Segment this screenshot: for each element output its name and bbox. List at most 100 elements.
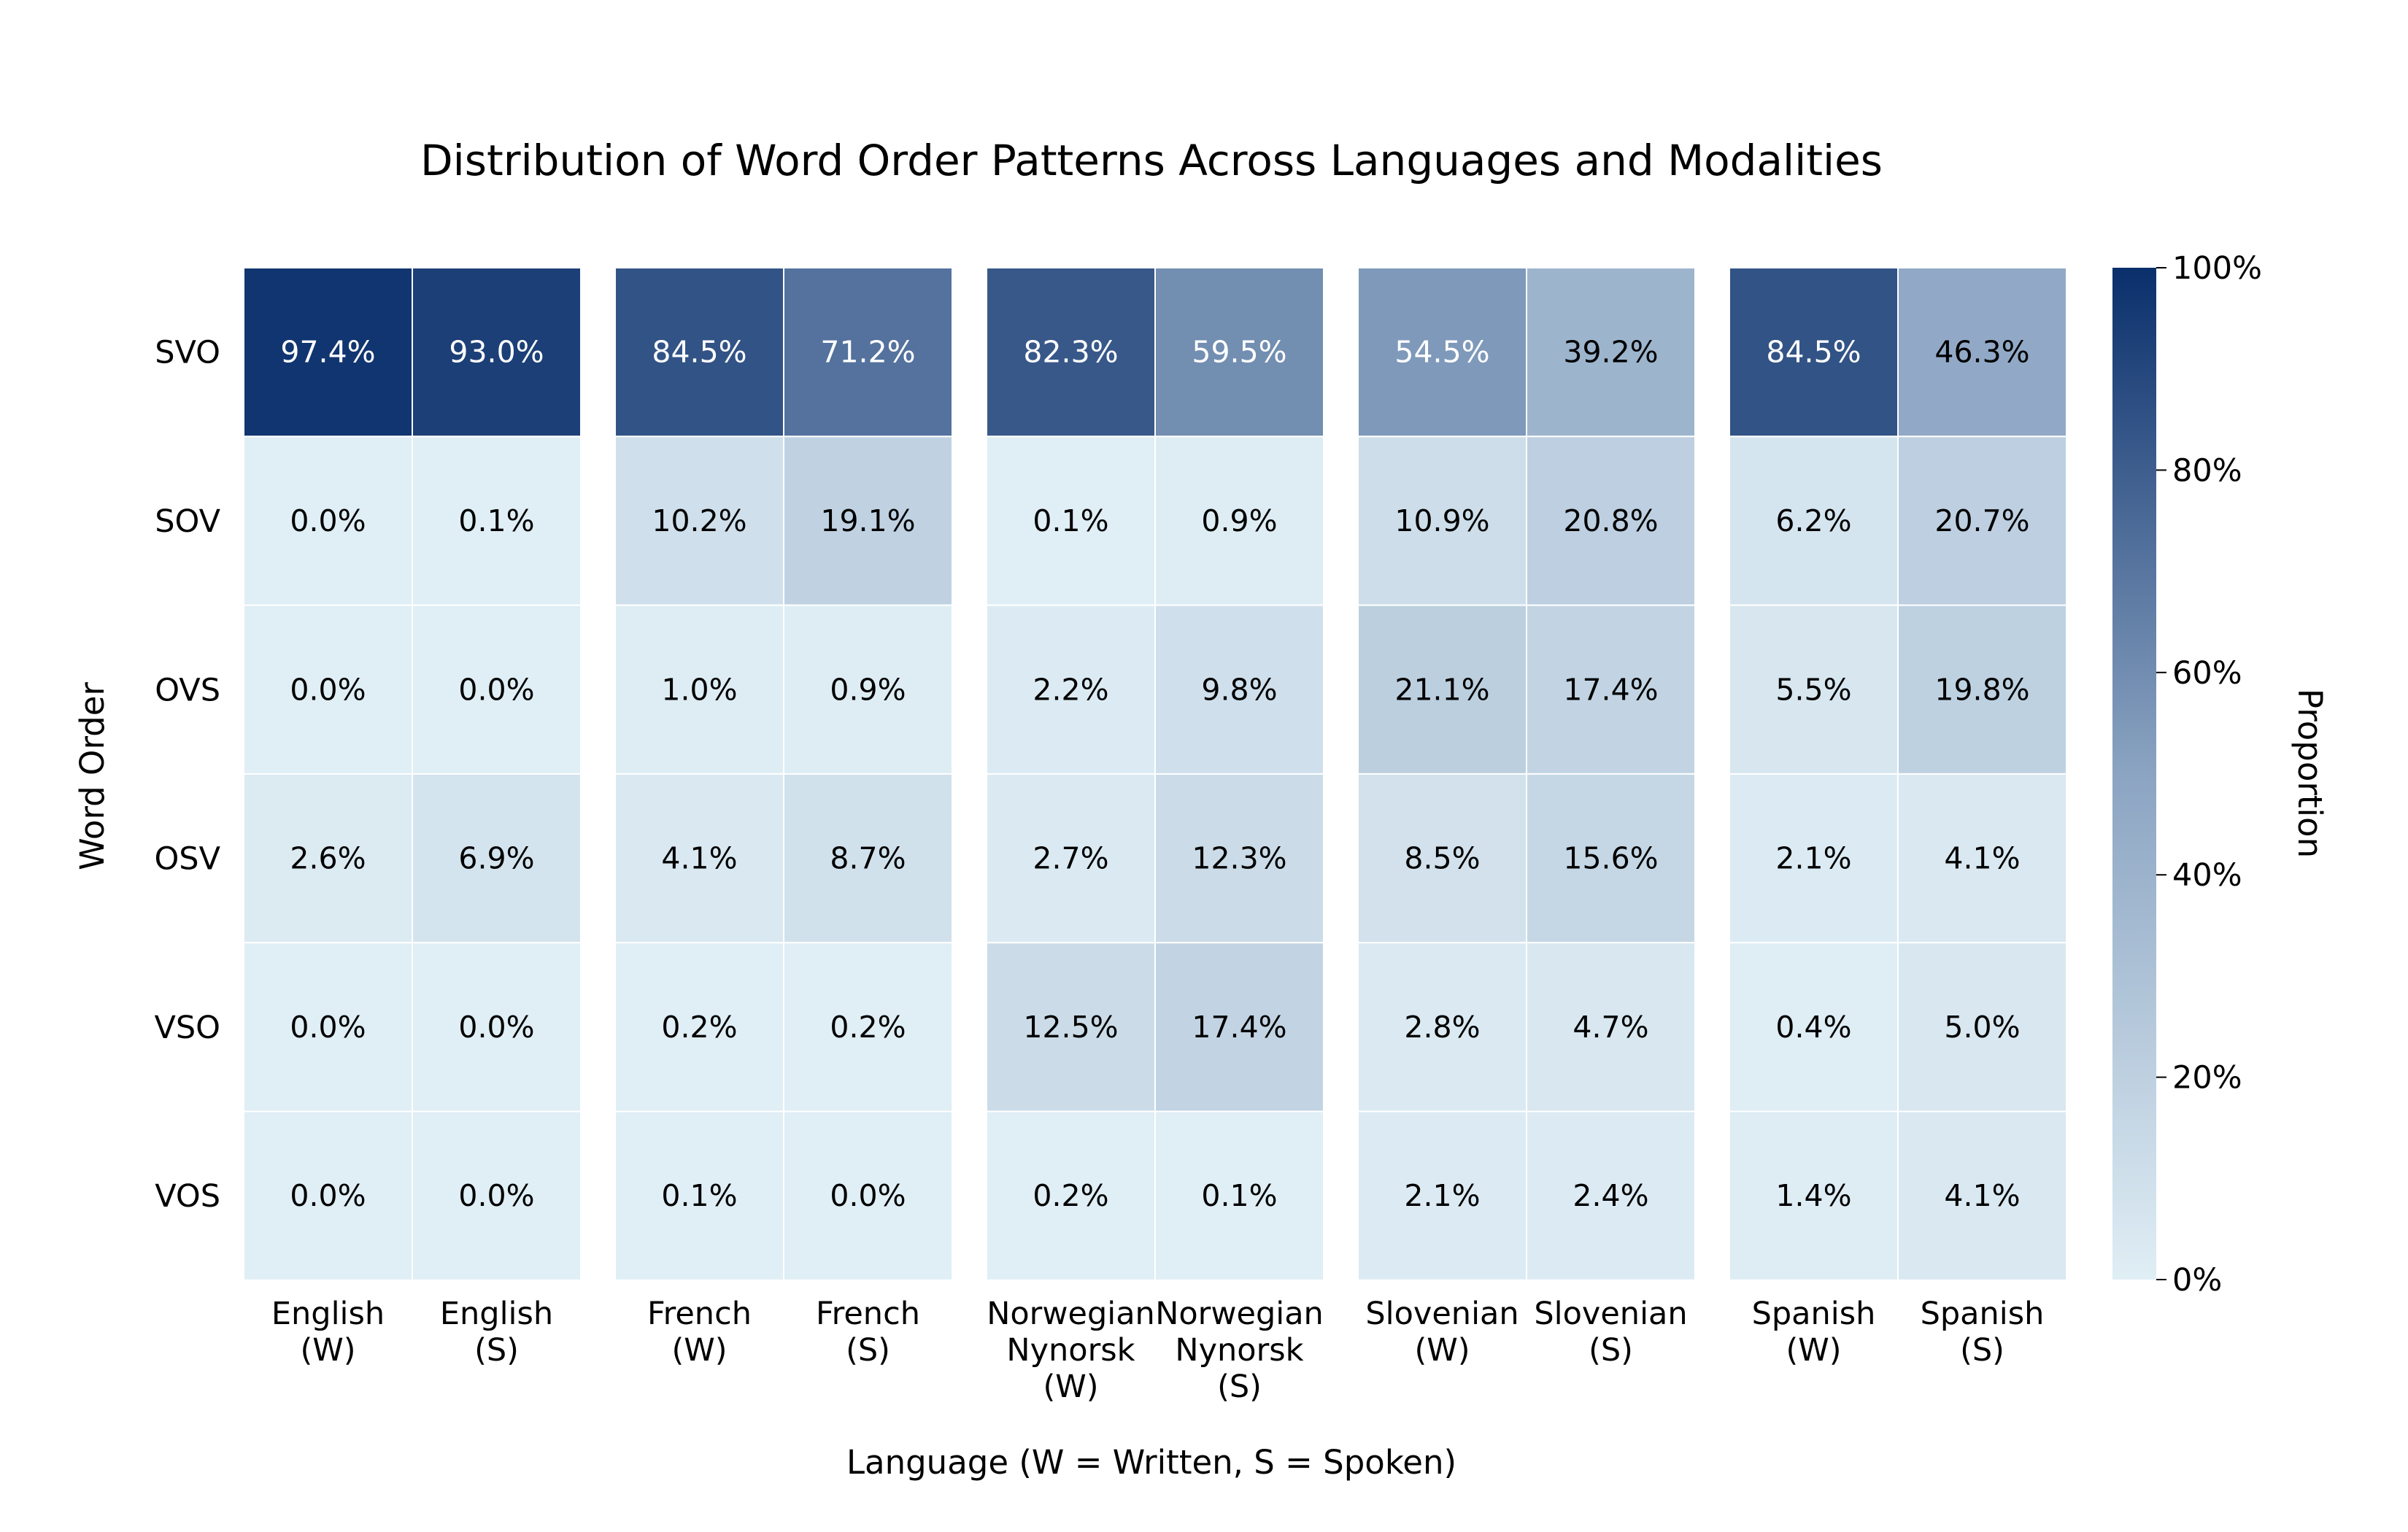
cell-value-label: 0.1% <box>1201 1178 1277 1213</box>
heatmap-cell <box>1729 267 1899 438</box>
heatmap-cell <box>1526 267 1696 438</box>
x-tick-labels: English (W) English (S) French (W) French (S) No… <box>271 1296 2045 1405</box>
cell-value-label: 1.4% <box>1775 1178 1851 1213</box>
cell-value-label: 2.7% <box>1033 841 1108 876</box>
x-tick-label: Norwegian Nynorsk (W) <box>987 1296 1155 1405</box>
cell-value-label: 10.9% <box>1394 503 1489 538</box>
cell-value-label: 1.0% <box>661 672 737 707</box>
heatmap-cell <box>243 773 413 944</box>
cell-value-label: 21.1% <box>1394 672 1489 707</box>
cell-value-label: 2.2% <box>1033 672 1108 707</box>
colorbar-tick-label: 20% <box>2172 1060 2242 1096</box>
x-tick-label: Slovenian (S) <box>1534 1296 1687 1369</box>
cell-value-label: 84.5% <box>1766 335 1861 370</box>
cell-value-label: 2.6% <box>290 841 366 876</box>
cell-value-label: 0.9% <box>1201 503 1277 538</box>
cell-value-label: 39.2% <box>1563 335 1658 370</box>
heatmap-cell <box>614 942 784 1113</box>
cell-value-label: 0.1% <box>1033 503 1108 538</box>
x-tick-label: French (S) <box>816 1296 920 1369</box>
heatmap-cell <box>1897 267 2067 438</box>
cell-value-label: 2.1% <box>1404 1178 1480 1213</box>
heatmap-cell <box>1154 942 1324 1113</box>
y-tick-label: OVS <box>155 672 220 708</box>
heatmap-cell <box>1729 604 1899 775</box>
heatmap-cell <box>243 604 413 775</box>
chart-title: Distribution of Word Order Patterns Acro… <box>420 136 1883 185</box>
heatmap-cell <box>1526 942 1696 1113</box>
heatmap-cell <box>1729 942 1899 1113</box>
heatmap-cell <box>1897 604 2067 775</box>
cell-value-label: 46.3% <box>1934 335 2029 370</box>
cell-value-label: 84.5% <box>652 335 746 370</box>
heatmap-cell <box>783 773 953 944</box>
heatmap-cell <box>1526 604 1696 775</box>
cell-value-label: 0.2% <box>661 1010 737 1045</box>
heatmap-cell <box>412 1110 582 1281</box>
cell-value-label: 0.0% <box>458 672 534 707</box>
heatmap-cell <box>986 773 1156 944</box>
heatmap-cell <box>412 773 582 944</box>
cell-value-label: 93.0% <box>449 335 544 370</box>
heatmap-cell <box>986 267 1156 438</box>
heatmap-cell <box>1526 436 1696 606</box>
heatmap-cell <box>1897 436 2067 606</box>
heatmap-cell <box>783 436 953 606</box>
cell-value-label: 20.7% <box>1934 503 2029 538</box>
heatmap-cell <box>1357 604 1527 775</box>
cell-value-label: 0.1% <box>458 503 534 538</box>
cell-value-label: 6.2% <box>1775 503 1851 538</box>
cell-value-label: 6.9% <box>458 841 534 876</box>
cell-value-label: 0.0% <box>458 1010 534 1045</box>
x-tick-label: Norwegian Nynorsk (S) <box>1155 1296 1324 1405</box>
heatmap-cell <box>1357 773 1527 944</box>
heatmap-cell <box>243 942 413 1113</box>
cell-value-label: 2.8% <box>1404 1010 1480 1045</box>
x-tick-label: English (S) <box>440 1296 553 1369</box>
cell-value-label: 0.9% <box>830 672 906 707</box>
heatmap-cell <box>1357 1110 1527 1281</box>
heatmap-cell <box>1154 267 1324 438</box>
heatmap-cell <box>986 942 1156 1113</box>
cell-value-label: 19.8% <box>1934 672 2029 707</box>
heatmap-cell <box>1729 436 1899 606</box>
cell-value-label: 0.0% <box>290 1178 366 1213</box>
heatmap-cell <box>986 604 1156 775</box>
cell-value-label: 9.8% <box>1201 672 1277 707</box>
heatmap-cell <box>614 604 784 775</box>
cell-value-label: 8.7% <box>830 841 906 876</box>
heatmap-cell <box>243 436 413 606</box>
colorbar <box>2112 268 2156 1280</box>
y-tick-label: SOV <box>155 503 220 540</box>
cell-value-label: 5.0% <box>1944 1010 2020 1045</box>
heatmap-cell <box>614 773 784 944</box>
y-tick-label: SVO <box>155 335 220 371</box>
x-tick-label: Spanish (W) <box>1752 1296 1876 1369</box>
cell-value-label: 19.1% <box>820 503 915 538</box>
heatmap-cell <box>243 1110 413 1281</box>
heatmap-cell <box>412 942 582 1113</box>
cell-value-label: 4.1% <box>661 841 737 876</box>
colorbar-tick-label: 0% <box>2172 1262 2222 1299</box>
colorbar-tick-label: 80% <box>2172 452 2242 489</box>
heatmap-cell-labels: 97.4% 0.0% 0.0% 2.6% 0.0% 0.0% 93.0% 0.1% 0.0% 6.… <box>280 335 2029 1214</box>
cell-value-label: 0.0% <box>458 1178 534 1213</box>
colorbar-ticks: 0% 20% 40% 60% 80% 100% <box>2156 250 2262 1299</box>
heatmap-cell <box>783 942 953 1113</box>
heatmap-cell <box>614 436 784 606</box>
cell-value-label: 59.5% <box>1192 335 1286 370</box>
heatmap-cell <box>1357 267 1527 438</box>
x-tick-label: Slovenian (W) <box>1365 1296 1518 1369</box>
heatmap-cell <box>1526 773 1696 944</box>
cell-value-label: 0.2% <box>1033 1178 1108 1213</box>
cell-value-label: 97.4% <box>280 335 375 370</box>
y-tick-labels: SVO SOV OVS OSV VSO VOS <box>154 335 220 1215</box>
heatmap-cell <box>614 1110 784 1281</box>
heatmap-cell <box>1154 604 1324 775</box>
heatmap-cell <box>783 604 953 775</box>
heatmap-cell <box>243 267 413 438</box>
heatmap-cell <box>783 267 953 438</box>
cell-value-label: 17.4% <box>1563 672 1658 707</box>
heatmap-cells <box>243 267 2067 1281</box>
cell-value-label: 2.1% <box>1775 841 1851 876</box>
